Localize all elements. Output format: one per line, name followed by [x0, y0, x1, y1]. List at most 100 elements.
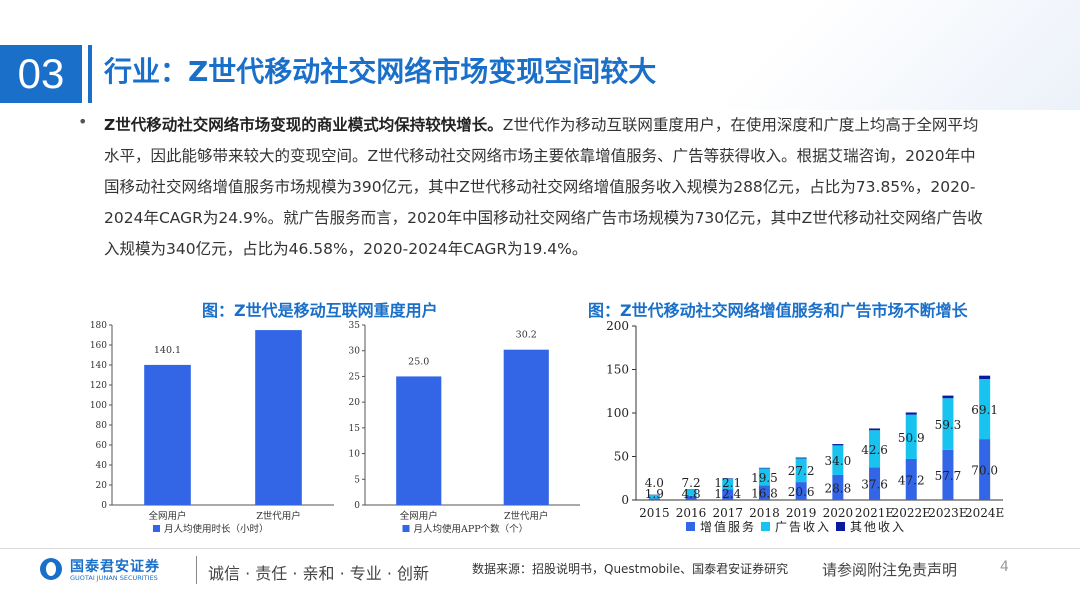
legend-swatch: [153, 525, 160, 532]
legend-swatch: [402, 525, 410, 532]
stacked-bar-segment: [648, 498, 660, 500]
legend-label: 月人均使用APP个数（个）: [414, 523, 529, 535]
data-label: 59.3: [935, 418, 962, 432]
y-tick-label: 100: [606, 406, 629, 420]
legend-label: 月人均使用时长（小时）: [164, 523, 269, 535]
y-tick-label: 100: [90, 401, 107, 411]
y-tick-label: 150: [606, 363, 629, 377]
app-count-chart: 0 5 10 15 20 25 30 35 25.0 全网用户 30.2 Z世代用户月人均使用APP个…: [349, 321, 580, 535]
body-text: Z世代作为移动互联网重度用户，在使用深度和广度上均高于全网平均水平，因此能够带来…: [104, 116, 983, 258]
usage-hours-chart: 0 20 40 60 80 100 120 140 160 180 140.1 全网用户 174.9 Z世…: [90, 318, 334, 535]
y-tick-label: 40: [96, 461, 108, 471]
x-tick-label: 2023E: [928, 506, 967, 520]
stacked-bar-segment: [979, 375, 991, 379]
data-label: 57.7: [935, 469, 962, 483]
y-tick-label: 200: [606, 319, 629, 333]
legend-label: 广告收入: [775, 520, 831, 534]
data-label: 25.0: [408, 356, 429, 367]
stacked-bar-segment: [832, 444, 844, 446]
y-tick-label: 80: [96, 421, 108, 431]
x-tick-label: Z世代用户: [256, 510, 301, 522]
data-source: 数据来源：招股说明书，Questmobile、国泰君安证券研究: [472, 562, 789, 576]
data-label: 4.0: [645, 476, 664, 490]
data-label: 47.2: [898, 473, 925, 487]
stacked-bar-segment: [685, 495, 697, 500]
stacked-bar-segment: [869, 428, 881, 431]
y-tick-label: 0: [101, 501, 107, 511]
footer-divider: [0, 548, 1080, 549]
stacked-bar-segment: [758, 468, 770, 486]
x-tick-label: 2024E: [965, 506, 1004, 520]
data-label: 30.2: [516, 330, 537, 341]
data-label: 28.8: [824, 481, 851, 495]
data-label: 50.9: [898, 431, 925, 445]
stacked-bar-segment: [905, 412, 917, 415]
x-tick-label: 2019: [786, 506, 817, 520]
stacked-bar-segment: [905, 414, 917, 459]
body-paragraph: Z世代移动社交网络市场变现的商业模式均保持较快增长。Z世代作为移动互联网重度用户…: [104, 110, 984, 265]
x-tick-label: 全网用户: [148, 510, 186, 522]
data-label: 19.5: [751, 471, 778, 485]
stacked-bar-segment: [832, 445, 844, 475]
company-name: 国泰君安证券: [70, 559, 160, 575]
data-label: 27.2: [788, 464, 815, 478]
y-tick-label: 50: [614, 450, 629, 464]
y-tick-label: 0: [354, 501, 360, 511]
x-tick-label: Z世代用户: [504, 510, 549, 522]
data-label: 1.9: [645, 487, 664, 501]
data-label: 16.8: [751, 487, 778, 501]
data-label: 4.8: [682, 487, 701, 501]
y-tick-label: 5: [354, 475, 360, 485]
legend-label: 其他收入: [850, 520, 906, 534]
x-tick-label: 2015: [639, 506, 670, 520]
bullet-dot: •: [78, 112, 88, 131]
y-tick-label: 35: [349, 321, 361, 331]
stacked-bar-segment: [722, 478, 734, 490]
stacked-bar-segment: [832, 474, 844, 500]
company-slogan: 诚信 · 责任 · 亲和 · 专业 · 创新: [208, 564, 430, 583]
y-tick-label: 180: [90, 321, 107, 331]
data-label: 34.0: [824, 454, 851, 468]
data-label: 174.9: [265, 318, 292, 321]
stacked-bar-segment: [648, 494, 660, 499]
y-tick-label: 20: [96, 481, 108, 491]
stacked-bar-segment: [758, 485, 770, 500]
x-tick-label: 2018: [749, 506, 780, 520]
x-tick-label: 2022E: [892, 506, 931, 520]
stacked-bar-segment: [905, 458, 917, 500]
legend-swatch: [686, 522, 695, 531]
bar: [255, 330, 302, 505]
data-label: 69.1: [971, 403, 998, 417]
header-decoration: [660, 0, 1080, 110]
y-tick-label: 60: [96, 441, 108, 451]
y-tick-label: 20: [349, 398, 361, 408]
bar: [503, 349, 549, 505]
y-tick-label: 15: [349, 424, 361, 434]
x-tick-label: 全网用户: [400, 510, 438, 522]
data-label: 12.1: [714, 476, 741, 490]
title-accent-bar: [88, 45, 92, 103]
bar: [144, 364, 191, 505]
right-figure-title: 图：Z世代移动社交网络增值服务和广告市场不断增长: [588, 301, 968, 320]
y-tick-label: 25: [349, 372, 361, 382]
legend-swatch: [836, 522, 845, 531]
page-title: 行业：Z世代移动社交网络市场变现空间较大: [104, 55, 657, 88]
company-name-en: GUOTAI JUNAN SECURITIES: [70, 574, 158, 582]
bar: [396, 376, 442, 505]
data-label: 42.6: [861, 443, 888, 457]
left-figure-title: 图：Z世代是移动互联网重度用户: [202, 301, 438, 320]
y-tick-label: 0: [621, 493, 629, 507]
stacked-bar-segment: [795, 457, 807, 459]
stacked-bar-segment: [942, 449, 954, 500]
footer-separator: [196, 556, 197, 584]
y-tick-label: 140: [90, 361, 107, 371]
x-tick-label: 2021E: [855, 506, 894, 520]
x-tick-label: 2017: [712, 506, 743, 520]
data-label: 70.0: [971, 464, 998, 478]
y-tick-label: 10: [349, 450, 361, 460]
data-label: 12.4: [714, 487, 741, 501]
legend-label: 增值服务: [700, 519, 756, 534]
disclaimer-link[interactable]: 请参阅附注免责声明: [822, 561, 958, 579]
lead-sentence: Z世代移动社交网络市场变现的商业模式均保持较快增长。: [104, 116, 503, 134]
stacked-bar-segment: [979, 439, 991, 500]
